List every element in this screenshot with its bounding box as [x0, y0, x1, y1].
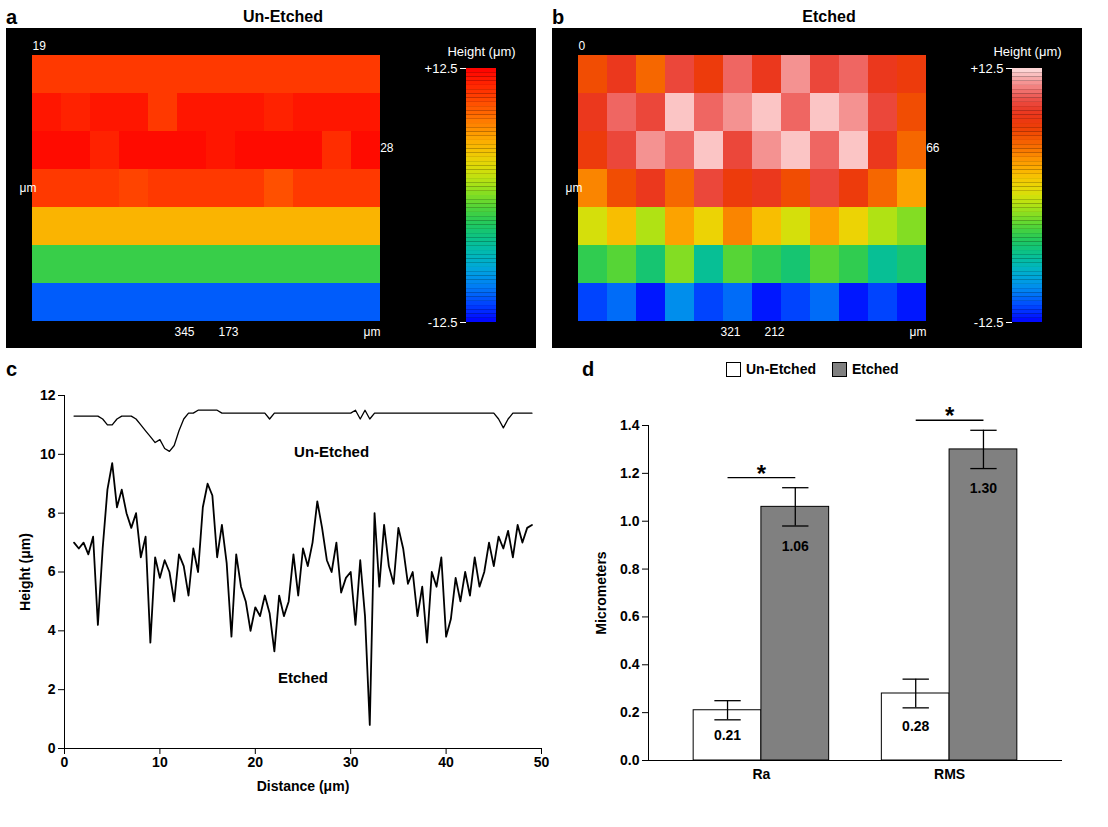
html-text:Un-Etched: Un-Etched — [746, 361, 816, 377]
svg-text:345: 345 — [174, 325, 194, 339]
svg-text:Height (μm): Height (μm) — [447, 44, 515, 59]
svg-text:μm: μm — [364, 325, 381, 339]
svg-text:0.8: 0.8 — [620, 561, 640, 577]
svg-text:12: 12 — [40, 387, 56, 403]
svg-text:0: 0 — [61, 754, 69, 770]
svg-text:Height (μm): Height (μm) — [993, 44, 1061, 59]
svg-text:μm: μm — [566, 181, 583, 195]
html-text:Un-Etched: Un-Etched — [243, 8, 323, 25]
svg-text:0.6: 0.6 — [620, 608, 640, 624]
svg-text:-12.5: -12.5 — [974, 315, 1004, 330]
svg-text:173: 173 — [218, 325, 238, 339]
svg-text:30: 30 — [343, 754, 359, 770]
svg-text:0.21: 0.21 — [714, 727, 741, 743]
svg-text:8: 8 — [48, 505, 56, 521]
svg-text:50: 50 — [534, 754, 550, 770]
svg-text:1.4: 1.4 — [620, 417, 640, 433]
svg-text:0.0: 0.0 — [620, 752, 640, 768]
svg-text:Etched: Etched — [278, 669, 328, 686]
svg-text:1.30: 1.30 — [970, 480, 997, 496]
html-text:c: c — [6, 357, 18, 380]
svg-text:2: 2 — [48, 681, 56, 697]
svg-text:-12.5: -12.5 — [428, 315, 458, 330]
svg-text:4: 4 — [48, 622, 56, 638]
svg-text:212: 212 — [764, 325, 784, 339]
svg-text:μm: μm — [910, 325, 927, 339]
svg-text:Ra: Ra — [752, 766, 770, 782]
svg-text:0.2: 0.2 — [620, 704, 640, 720]
svg-text:321: 321 — [720, 325, 740, 339]
svg-text:66: 66 — [926, 141, 940, 155]
svg-text:6: 6 — [48, 563, 56, 579]
html-text:b: b — [552, 5, 565, 28]
svg-text:40: 40 — [438, 754, 454, 770]
svg-text:10: 10 — [152, 754, 168, 770]
svg-text:*: * — [757, 460, 767, 487]
svg-text:1.0: 1.0 — [620, 513, 640, 529]
html-text:a: a — [6, 5, 18, 28]
svg-text:Height (μm): Height (μm) — [17, 533, 33, 611]
svg-text:19: 19 — [33, 39, 47, 53]
svg-text:1.06: 1.06 — [782, 538, 809, 554]
svg-text:+12.5: +12.5 — [425, 61, 458, 76]
svg-text:μm: μm — [20, 181, 37, 195]
svg-text:0.28: 0.28 — [902, 718, 929, 734]
svg-text:Distance (μm): Distance (μm) — [257, 778, 350, 794]
svg-text:1.2: 1.2 — [620, 465, 640, 481]
svg-text:Micrometers: Micrometers — [593, 551, 609, 634]
html-text:Etched: Etched — [852, 361, 899, 377]
svg-text:RMS: RMS — [934, 766, 965, 782]
svg-text:0: 0 — [48, 740, 56, 756]
svg-text:*: * — [945, 402, 955, 429]
svg-text:20: 20 — [248, 754, 264, 770]
svg-text:Un-Etched: Un-Etched — [294, 443, 369, 460]
html-text:Etched: Etched — [802, 8, 856, 25]
svg-text:28: 28 — [380, 141, 394, 155]
svg-text:0.4: 0.4 — [620, 656, 640, 672]
svg-text:+12.5: +12.5 — [971, 61, 1004, 76]
html-text:d: d — [582, 357, 595, 380]
svg-text:0: 0 — [579, 39, 586, 53]
svg-text:10: 10 — [40, 446, 56, 462]
